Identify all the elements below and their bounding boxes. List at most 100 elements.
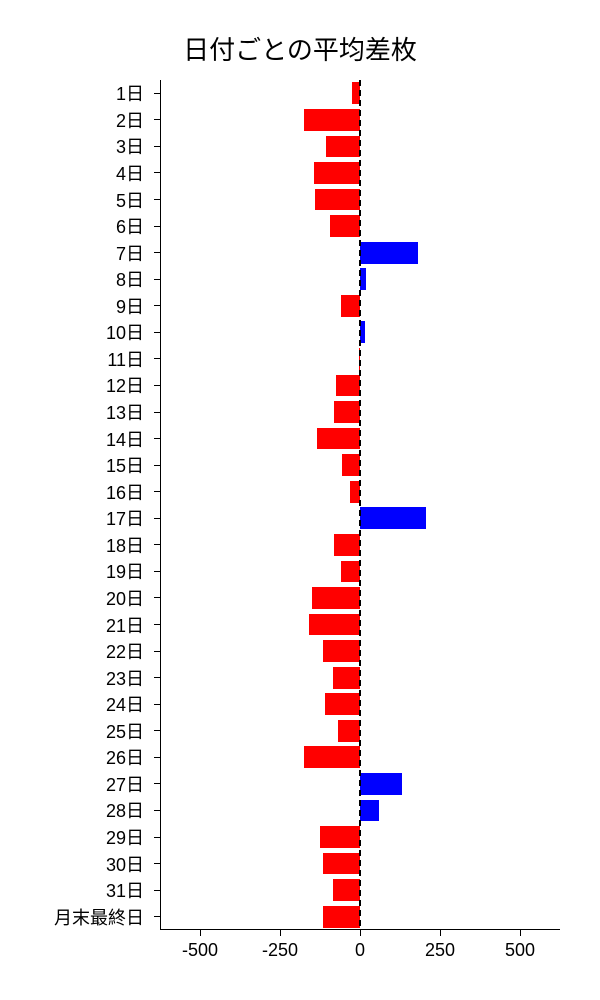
y-tick	[154, 226, 160, 227]
y-tick-label: 25日	[106, 718, 144, 744]
y-tick	[154, 783, 160, 784]
bar	[330, 215, 360, 237]
y-tick-label: 月末最終日	[54, 904, 144, 930]
y-tick	[154, 412, 160, 413]
y-tick	[154, 597, 160, 598]
bar	[333, 667, 360, 689]
y-tick-label: 18日	[106, 532, 144, 558]
y-tick-label: 6日	[116, 213, 144, 239]
y-tick-label: 10日	[106, 319, 144, 345]
bar	[325, 693, 360, 715]
y-tick-label: 19日	[106, 558, 144, 584]
y-tick	[154, 172, 160, 173]
y-tick-label: 13日	[106, 399, 144, 425]
bar	[360, 242, 418, 264]
y-tick	[154, 544, 160, 545]
bar	[334, 401, 360, 423]
y-tick-label: 23日	[106, 665, 144, 691]
y-tick	[154, 518, 160, 519]
bar	[336, 375, 360, 397]
x-tick	[360, 930, 361, 936]
bar	[304, 746, 360, 768]
bar	[341, 561, 360, 583]
x-tick	[440, 930, 441, 936]
y-tick	[154, 119, 160, 120]
bar	[323, 906, 360, 928]
y-tick-label: 17日	[106, 505, 144, 531]
y-tick-label: 5日	[116, 187, 144, 213]
y-tick	[154, 890, 160, 891]
y-tick-label: 9日	[116, 293, 144, 319]
bar	[360, 321, 365, 343]
y-tick-label: 29日	[106, 824, 144, 850]
y-tick	[154, 704, 160, 705]
y-tick	[154, 279, 160, 280]
bar	[360, 773, 402, 795]
y-tick	[154, 757, 160, 758]
bar	[341, 295, 360, 317]
y-tick	[154, 624, 160, 625]
y-tick	[154, 677, 160, 678]
bar	[326, 136, 360, 158]
bar	[360, 507, 426, 529]
bar	[334, 534, 360, 556]
chart-canvas: 日付ごとの平均差枚 -500-25002505001日2日3日4日5日6日7日8…	[0, 0, 600, 1000]
y-tick-label: 20日	[106, 585, 144, 611]
y-tick-label: 31日	[106, 877, 144, 903]
y-tick-label: 4日	[116, 160, 144, 186]
y-tick-label: 15日	[106, 452, 144, 478]
y-axis-line	[160, 80, 161, 930]
x-tick-label: -500	[182, 940, 218, 961]
bar	[323, 853, 360, 875]
y-tick	[154, 837, 160, 838]
y-tick	[154, 385, 160, 386]
y-tick-label: 7日	[116, 240, 144, 266]
bar	[312, 587, 360, 609]
y-tick-label: 16日	[106, 479, 144, 505]
y-tick	[154, 438, 160, 439]
bar	[338, 720, 360, 742]
y-tick	[154, 93, 160, 94]
y-tick-label: 24日	[106, 691, 144, 717]
y-tick	[154, 252, 160, 253]
y-tick	[154, 810, 160, 811]
y-tick	[154, 305, 160, 306]
bar	[350, 481, 360, 503]
y-tick	[154, 491, 160, 492]
y-tick-label: 3日	[116, 133, 144, 159]
y-tick-label: 2日	[116, 107, 144, 133]
x-tick-label: -250	[262, 940, 298, 961]
bar	[317, 428, 360, 450]
y-tick-label: 30日	[106, 851, 144, 877]
y-tick-label: 8日	[116, 266, 144, 292]
bar	[333, 879, 360, 901]
bar	[359, 348, 360, 370]
y-tick-label: 11日	[107, 346, 144, 372]
y-tick-label: 22日	[106, 638, 144, 664]
y-tick	[154, 571, 160, 572]
x-tick-label: 500	[505, 940, 535, 961]
bar	[342, 454, 360, 476]
y-tick	[154, 916, 160, 917]
y-tick	[154, 199, 160, 200]
y-tick	[154, 651, 160, 652]
bar	[352, 82, 360, 104]
bar	[314, 162, 360, 184]
bar	[320, 826, 360, 848]
bar	[315, 189, 360, 211]
y-tick	[154, 730, 160, 731]
x-tick-label: 0	[355, 940, 365, 961]
chart-title: 日付ごとの平均差枚	[0, 30, 600, 67]
y-tick	[154, 863, 160, 864]
x-tick	[200, 930, 201, 936]
y-tick-label: 28日	[106, 797, 144, 823]
y-tick	[154, 332, 160, 333]
y-tick-label: 12日	[106, 372, 144, 398]
y-tick	[154, 146, 160, 147]
plot-area: -500-25002505001日2日3日4日5日6日7日8日9日10日11日1…	[160, 80, 560, 930]
y-tick-label: 27日	[106, 771, 144, 797]
y-tick	[154, 358, 160, 359]
bar	[360, 800, 379, 822]
x-tick	[520, 930, 521, 936]
y-tick-label: 26日	[106, 744, 144, 770]
